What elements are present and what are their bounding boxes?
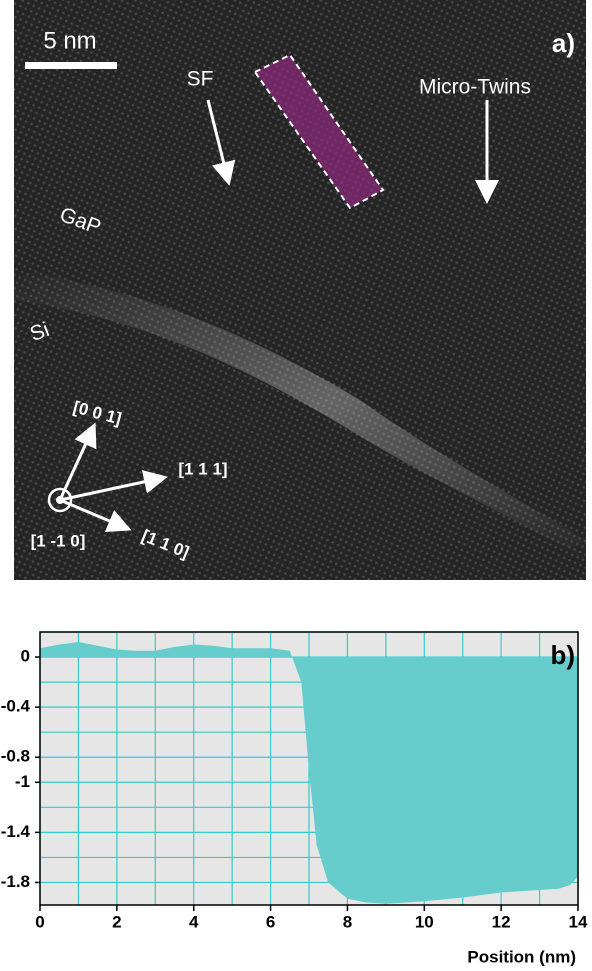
x-tick-label: 12 [492, 912, 511, 931]
x-tick-label: 4 [189, 912, 199, 931]
scale-bar-label: 5 nm [43, 27, 96, 54]
y-tick-label: -0.4 [1, 697, 31, 716]
y-tick-label: -1.4 [1, 822, 31, 841]
figure: 5 nm a) SF Micro-Twins GaP Si [0 0 1] [1… [0, 0, 592, 971]
x-tick-label: 8 [343, 912, 352, 931]
y-tick-label: -0.8 [1, 747, 30, 766]
y-tick-label: -1.8 [1, 872, 30, 891]
panel-label: b) [550, 640, 575, 670]
x-axis-label: Position (nm) [467, 947, 576, 966]
y-tick-label: -1 [15, 772, 30, 791]
x-tick-label: 14 [569, 912, 588, 931]
y-tick-label: 0 [21, 647, 30, 666]
annotation: Micro-Twins [419, 76, 531, 99]
annotation: SF [187, 68, 214, 91]
plot: 0 2 4 6 8 10 12 14 0 -0.4 -0.8 -1 -1.4 -1.8 Position (… [1, 632, 588, 966]
direction-label: [1 -1 0] [31, 531, 86, 550]
panel-label: a) [552, 28, 575, 58]
x-tick-label: 2 [112, 912, 121, 931]
x-tick-label: 10 [415, 912, 434, 931]
x-tick-label: 6 [266, 912, 275, 931]
direction-label: [1 1 1] [178, 459, 227, 478]
page: 5 nm a) SF Micro-Twins GaP Si [0 0 1] [1… [0, 0, 592, 971]
x-tick-label: 0 [35, 912, 44, 931]
